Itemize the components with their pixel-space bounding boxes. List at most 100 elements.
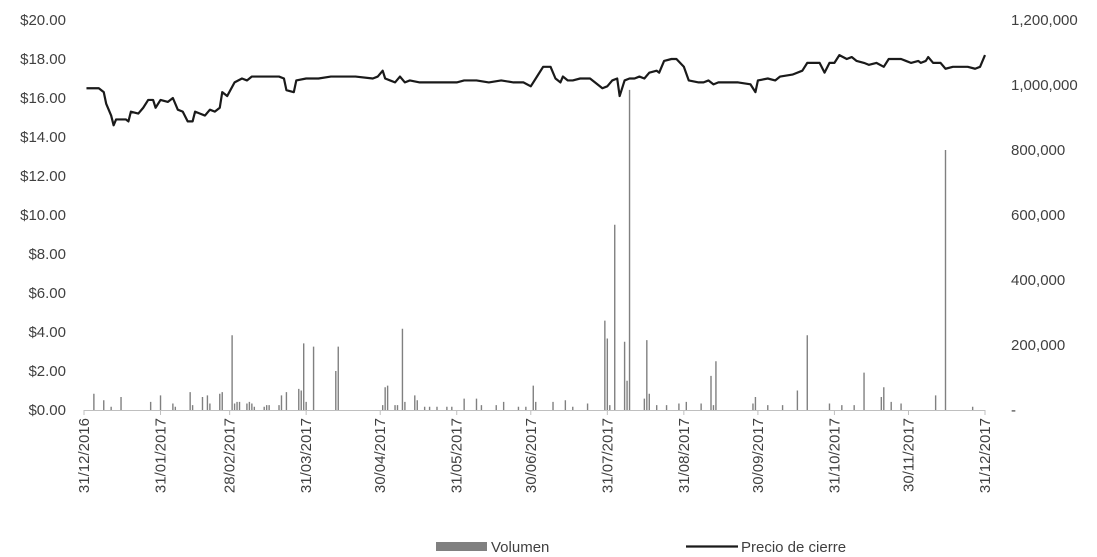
volume-bar — [189, 392, 191, 411]
volume-bar — [781, 405, 784, 411]
volume-bar — [532, 385, 534, 411]
right-axis-tick-label: 600,000 — [1011, 207, 1065, 224]
volume-bar — [502, 401, 505, 411]
volume-series — [93, 89, 974, 411]
volume-bar — [110, 406, 112, 410]
volume-bar — [712, 405, 715, 411]
volume-bar — [665, 405, 668, 411]
x-axis-ticks: 31/12/2016 31/01/2017 28/02/2017 31/03/2017… — [76, 410, 994, 493]
volume-bar — [401, 328, 404, 410]
volume-bar — [191, 405, 194, 411]
left-axis-tick-label: $18.00 — [20, 51, 66, 68]
left-axis-tick-label: $6.00 — [28, 285, 66, 302]
volume-bar — [480, 405, 483, 411]
volume-bar — [900, 403, 902, 410]
volume-bar — [517, 406, 520, 410]
volume-bar — [495, 405, 497, 411]
volume-bar — [335, 371, 337, 410]
right-axis-tick-label: 200,000 — [1011, 337, 1065, 354]
x-axis-tick-label: 28/02/2017 — [222, 418, 239, 493]
volume-bar — [626, 380, 628, 410]
volume-bar — [535, 401, 537, 411]
left-axis-ticks: $0.00 $2.00 $4.00 $6.00 $8.00 $10.00 $12.00 $14… — [20, 12, 66, 419]
legend: Volumen Precio de cierre — [436, 539, 846, 556]
volume-bar — [883, 387, 885, 410]
left-axis-tick-label: $14.00 — [20, 129, 66, 146]
volume-bar — [219, 393, 221, 410]
left-axis-tick-label: $12.00 — [20, 168, 66, 185]
volume-bar — [604, 320, 606, 411]
volume-bar — [268, 405, 270, 411]
volume-bar — [312, 346, 315, 411]
x-axis-tick-label: 31/05/2017 — [449, 418, 466, 493]
right-axis-tick-label: 1,200,000 — [1011, 12, 1078, 29]
volume-bar — [221, 392, 223, 411]
right-axis-tick-label: 400,000 — [1011, 272, 1065, 289]
volume-bar — [416, 400, 418, 410]
volume-bar — [337, 346, 339, 411]
volume-bar — [646, 340, 648, 411]
volume-bar — [172, 403, 174, 410]
volume-bar — [890, 401, 892, 411]
volume-bar — [386, 385, 389, 411]
volume-bar — [678, 403, 680, 410]
volume-bar — [423, 406, 426, 410]
volume-bar — [623, 341, 626, 410]
volume-bar — [655, 405, 658, 411]
volume-bar — [934, 395, 937, 411]
volume-bar — [715, 361, 717, 410]
volume-bar — [303, 343, 305, 411]
volume-bar — [404, 401, 406, 411]
left-axis-tick-label: $20.00 — [20, 12, 66, 29]
volume-bar — [120, 397, 122, 410]
volume-bar — [394, 405, 396, 411]
volume-bar — [754, 397, 757, 410]
volume-bar — [298, 388, 300, 411]
volume-bar — [628, 89, 631, 411]
x-axis-tick-label: 30/04/2017 — [372, 418, 389, 493]
volume-bar — [174, 406, 177, 410]
volume-bar — [710, 375, 712, 411]
volume-bar — [609, 405, 611, 411]
volume-bar — [552, 401, 554, 411]
volume-bar — [841, 405, 843, 411]
volume-bar — [863, 372, 865, 411]
legend-label-volumen: Volumen — [491, 539, 549, 556]
volume-bar — [606, 338, 609, 410]
x-axis-tick-label: 31/12/2017 — [977, 418, 994, 493]
volume-bar — [944, 150, 947, 410]
right-axis-tick-label: 1,000,000 — [1011, 77, 1078, 94]
volume-bar — [828, 403, 831, 410]
volume-bar — [93, 393, 95, 410]
volume-bar — [233, 403, 236, 410]
volume-bar — [806, 335, 808, 410]
left-axis-tick-label: $10.00 — [20, 207, 66, 224]
volume-bar — [614, 224, 616, 410]
x-axis-tick-label: 31/08/2017 — [676, 418, 693, 493]
volume-bar — [201, 397, 204, 410]
volume-bar — [280, 395, 283, 411]
left-axis-tick-label: $4.00 — [28, 324, 66, 341]
left-axis-tick-label: $8.00 — [28, 246, 66, 263]
plot-area — [84, 54, 987, 411]
volume-bar — [436, 406, 438, 410]
volume-bar — [428, 406, 431, 410]
volume-bar — [231, 335, 233, 410]
volume-bar — [253, 406, 256, 410]
right-axis-ticks: - 200,000 400,000 600,000 800,000 1,000,000 1,… — [1011, 12, 1078, 419]
x-axis-tick-label: 30/09/2017 — [750, 418, 767, 493]
volume-bar — [767, 405, 769, 411]
volume-bar — [384, 387, 386, 410]
volume-bar — [206, 395, 209, 411]
volume-bar — [685, 401, 688, 411]
volume-bar — [246, 403, 248, 410]
volume-bar — [265, 405, 268, 411]
x-axis-tick-label: 30/06/2017 — [523, 418, 540, 493]
left-axis-tick-label: $0.00 — [28, 402, 66, 419]
volume-bar — [446, 406, 448, 410]
volume-bar — [209, 403, 211, 410]
volume-bar — [381, 405, 384, 411]
volume-bar — [305, 401, 307, 411]
volume-bar — [700, 403, 702, 410]
